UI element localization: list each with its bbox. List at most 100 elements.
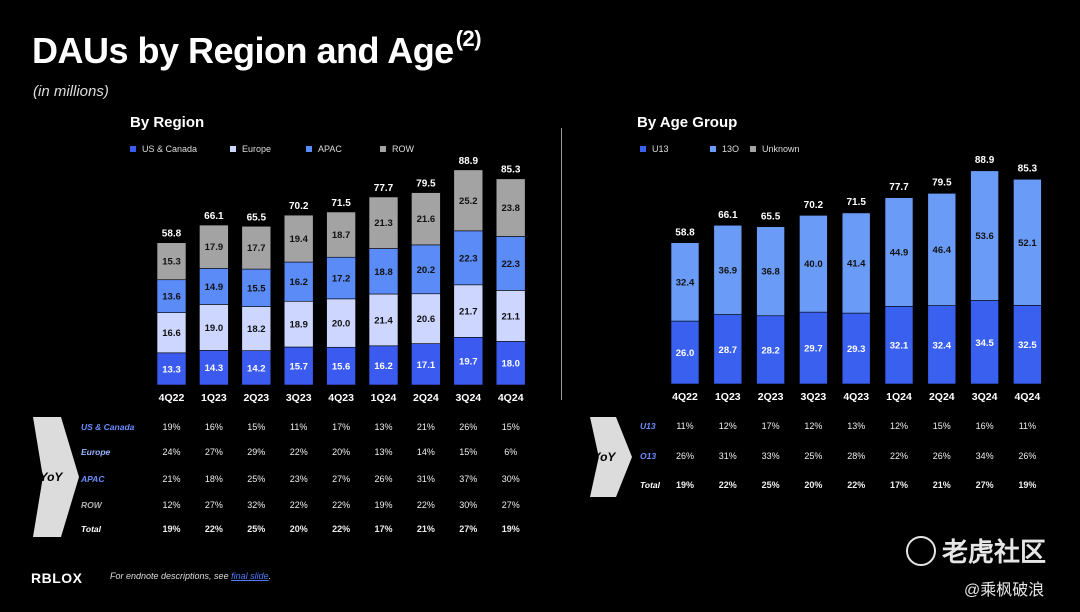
total-label: 66.1 [718,210,738,221]
bar-segment [670,320,700,385]
bar-segment [368,293,399,347]
data-label: 21.3 [374,218,393,229]
yoy-cell: 34% [976,451,994,461]
bar-segment [199,224,229,269]
yoy-cell: 22% [332,524,350,534]
data-label: 14.2 [247,363,266,374]
yoy-cell: 30% [459,500,477,510]
yoy-cell: 11% [676,421,693,431]
bar-segment [156,312,187,354]
data-label: 14.9 [205,282,224,293]
yoy-cell: 27% [502,500,520,510]
yoy-cell: 28% [847,451,865,461]
total-label: 66.1 [204,211,224,222]
total-label: 79.5 [932,178,952,189]
legend-label: U13 [652,144,669,154]
legend-swatch [230,146,236,152]
bar-segment [241,268,272,307]
page-subtitle: (in millions) [33,83,109,100]
yoy-cell: 15% [502,422,520,432]
bar-segment [495,236,526,291]
data-label: 20.0 [332,319,351,330]
data-label: 20.2 [417,265,436,276]
total-label: 77.7 [374,183,394,194]
data-label: 36.9 [719,265,738,276]
bar-segment [156,352,187,386]
yoy-cell: 13% [374,422,392,432]
yoy-cell: 26% [374,474,392,484]
data-label: 19.0 [205,323,224,334]
bar-segment [841,212,871,314]
bar-segment [756,226,785,317]
yoy-cell: 25% [247,524,265,534]
yoy-cell: 12% [804,421,822,431]
data-label: 32.4 [933,340,952,351]
yoy-cell: 19% [162,422,180,432]
yoy-cell: 27% [976,480,994,490]
yoy-row-label: US & Canada [81,422,135,432]
legend-swatch [306,146,312,152]
data-label: 15.7 [289,362,308,373]
data-label: 32.1 [890,341,909,352]
bar-segment [283,261,314,302]
page-title: DAUs by Region and Age(2) [32,26,482,71]
yoy-row-label: ROW [81,500,103,510]
data-label: 21.1 [501,311,520,322]
data-label: 29.7 [804,344,823,355]
yoy-cell: 18% [205,474,223,484]
bar-segment [495,178,526,237]
bar-segment [326,256,356,300]
bar-segment [411,192,441,246]
data-label: 32.5 [1018,340,1037,351]
bar-segment [884,197,914,307]
bar-segment [1013,178,1042,306]
yoy-chevron [33,417,79,537]
bar-segment [713,314,743,385]
bar-segment [411,293,441,344]
data-label: 19.7 [459,357,478,368]
yoy-cell: 27% [205,447,223,457]
final-slide-link[interactable]: final slide [231,571,269,581]
total-label: 79.5 [416,179,436,190]
total-label: 70.2 [289,201,309,212]
data-label: 17.1 [417,360,436,371]
yoy-cell: 21% [933,480,951,490]
yoy-cell: 37% [459,474,477,484]
yoy-cell: 13% [847,421,865,431]
yoy-cell: 22% [890,451,908,461]
yoy-cell: 17% [374,524,392,534]
bar-segment [670,242,700,322]
yoy-cell: 22% [290,500,308,510]
yoy-cell: 11% [1019,421,1036,431]
legend-swatch [130,146,136,152]
x-tick-label: 1Q24 [886,391,912,403]
yoy-cell: 26% [459,422,477,432]
yoy-cell: 26% [1018,451,1036,461]
bar-segment [970,170,999,301]
yoy-label: YoY [40,470,64,484]
tiger-logo-icon [906,535,936,566]
data-label: 34.5 [975,338,994,349]
bar-segment [453,284,484,338]
yoy-row-label: Total [640,480,661,490]
legend-label: 13O [722,144,739,154]
yoy-row-label: U13 [640,421,656,431]
bar-segment [199,268,229,305]
data-label: 18.7 [332,230,351,241]
data-label: 15.6 [332,362,351,373]
total-label: 85.3 [1018,164,1038,175]
panel-divider [561,128,562,400]
yoy-cell: 19% [502,524,520,534]
yoy-cell: 21% [162,474,180,484]
total-label: 88.9 [459,156,479,167]
legend-swatch [710,146,716,152]
yoy-cell: 22% [417,500,435,510]
total-label: 71.5 [331,198,351,209]
bar-segment [799,311,828,385]
yoy-cell: 25% [804,451,822,461]
yoy-cell: 16% [976,421,994,431]
bar-segment [241,350,272,386]
data-label: 16.2 [374,361,393,372]
bar-segment [241,225,272,270]
